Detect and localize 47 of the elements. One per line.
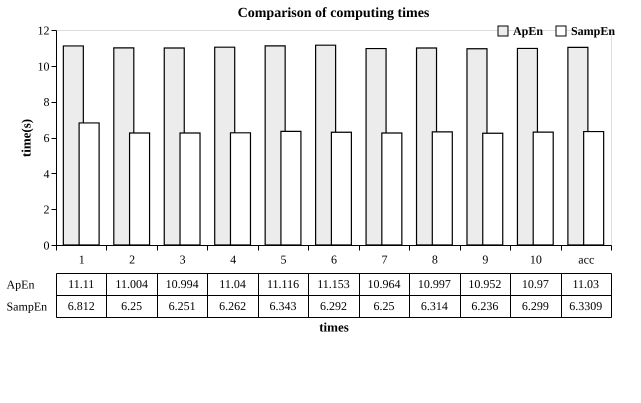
x-tick-label: 10 — [530, 252, 542, 266]
chart-title: Comparison of computing times — [238, 6, 430, 21]
x-tick-label: 9 — [482, 252, 488, 266]
y-tick-label: 10 — [38, 59, 50, 74]
data-label: 11.004 — [115, 277, 148, 291]
y-axis-title: time(s) — [18, 118, 34, 158]
data-label: 10.964 — [367, 277, 400, 291]
text: SampEn — [6, 300, 48, 314]
data-label: 10.97 — [522, 277, 549, 291]
data-label: 11.11 — [68, 277, 94, 291]
data-label: 10.997 — [418, 277, 451, 291]
data-label: 6.812 — [68, 299, 95, 313]
x-tick-label: 7 — [381, 252, 388, 266]
y-tick-label: 4 — [44, 166, 50, 181]
data-label: 10.994 — [166, 277, 199, 291]
data-label: 10.952 — [468, 277, 502, 291]
x-tick-label: 8 — [432, 252, 438, 266]
data-label: 11.04 — [219, 277, 246, 291]
data-label: 6.25 — [373, 299, 394, 313]
data-label: 6.314 — [420, 299, 448, 313]
y-tick-label: 8 — [44, 95, 50, 110]
data-label: 6.25 — [121, 299, 142, 313]
y-tick-label: 0 — [44, 238, 50, 252]
x-tick-label: 3 — [180, 252, 186, 266]
legend-label: ApEn — [513, 24, 544, 38]
data-label: 6.299 — [522, 299, 549, 313]
x-tick-label: 5 — [280, 252, 287, 266]
x-axis-title: times — [319, 320, 349, 334]
x-tick-label: 1 — [78, 252, 85, 266]
x-tick-label: 2 — [129, 252, 136, 266]
y-tick-label: 6 — [44, 131, 50, 145]
y-tick-label: 2 — [44, 202, 50, 217]
x-tick-label: 6 — [331, 252, 337, 266]
data-label: 11.153 — [317, 277, 350, 291]
legend-label: SampEn — [571, 24, 616, 38]
x-tick-label: acc — [578, 252, 594, 266]
text: ApEn — [6, 278, 34, 292]
y-tick-label: 12 — [38, 24, 50, 38]
data-label: 6.236 — [471, 299, 498, 313]
data-label: 6.251 — [168, 299, 196, 313]
data-label: 6.292 — [320, 299, 347, 313]
x-tick-label: 4 — [230, 252, 236, 266]
data-label: 6.343 — [270, 299, 297, 313]
data-label: 11.116 — [266, 277, 300, 291]
data-label: 6.3309 — [569, 299, 602, 313]
data-label: 6.262 — [219, 299, 246, 313]
data-label: 11.03 — [572, 277, 600, 291]
